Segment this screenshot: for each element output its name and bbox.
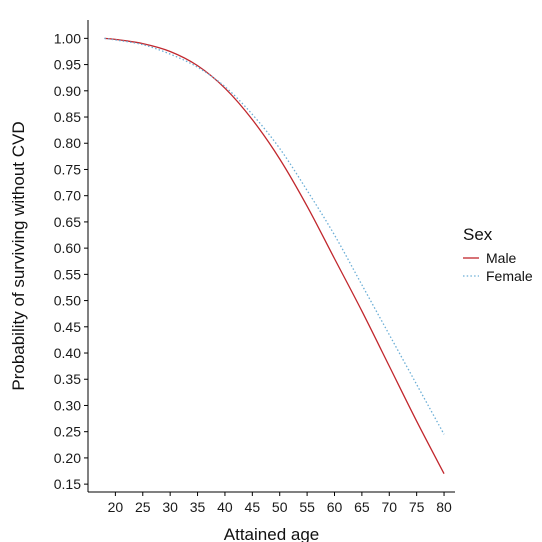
series-line-female bbox=[104, 37, 445, 435]
x-tick-label: 80 bbox=[436, 499, 452, 515]
x-axis-title: Attained age bbox=[224, 525, 319, 542]
series-layer bbox=[104, 37, 445, 474]
y-tick-label: 0.60 bbox=[54, 240, 81, 256]
y-tick-label: 0.40 bbox=[54, 345, 81, 361]
ticks-layer: 0.15 0.20 0.25 0.30 0.35 0.40 0.45 0.50 0.55 0.60… bbox=[54, 30, 452, 515]
x-tick-label: 55 bbox=[299, 499, 315, 515]
y-tick-label: 0.90 bbox=[54, 83, 81, 99]
y-tick-label: 0.30 bbox=[54, 397, 81, 413]
x-tick-label: 45 bbox=[245, 499, 261, 515]
x-tick-label: 40 bbox=[217, 499, 233, 515]
y-tick-label: 0.75 bbox=[54, 161, 81, 177]
y-tick-label: 0.50 bbox=[54, 293, 81, 309]
y-tick-label: 0.15 bbox=[54, 476, 81, 492]
x-tick-label: 35 bbox=[190, 499, 206, 515]
series-line-male bbox=[104, 37, 445, 474]
x-tick-label: 60 bbox=[327, 499, 343, 515]
y-tick-label: 0.25 bbox=[54, 424, 81, 440]
y-tick-label: 0.95 bbox=[54, 57, 81, 73]
y-axis-title: Probability of surviving without CVD bbox=[9, 121, 28, 390]
x-tick-label: 65 bbox=[354, 499, 370, 515]
y-tick-label: 0.55 bbox=[54, 266, 81, 282]
y-tick-label: 1.00 bbox=[54, 30, 81, 46]
y-tick-label: 0.20 bbox=[54, 450, 81, 466]
y-tick-label: 0.80 bbox=[54, 135, 81, 151]
axes-layer bbox=[87, 20, 455, 493]
y-tick-label: 0.85 bbox=[54, 109, 81, 125]
x-tick-label: 20 bbox=[108, 499, 124, 515]
legend: Sex Male Female bbox=[463, 225, 533, 284]
y-tick-label: 0.45 bbox=[54, 319, 81, 335]
y-tick-label: 0.35 bbox=[54, 371, 81, 387]
y-tick-label: 0.65 bbox=[54, 214, 81, 230]
legend-label-female: Female bbox=[486, 268, 533, 284]
x-tick-label: 70 bbox=[381, 499, 397, 515]
legend-items: Male Female bbox=[463, 250, 533, 284]
legend-label-male: Male bbox=[486, 250, 517, 266]
x-tick-label: 75 bbox=[409, 499, 425, 515]
y-tick-label: 0.70 bbox=[54, 188, 81, 204]
x-tick-label: 50 bbox=[272, 499, 288, 515]
legend-title: Sex bbox=[463, 225, 493, 244]
x-tick-label: 25 bbox=[135, 499, 151, 515]
x-tick-label: 30 bbox=[162, 499, 178, 515]
